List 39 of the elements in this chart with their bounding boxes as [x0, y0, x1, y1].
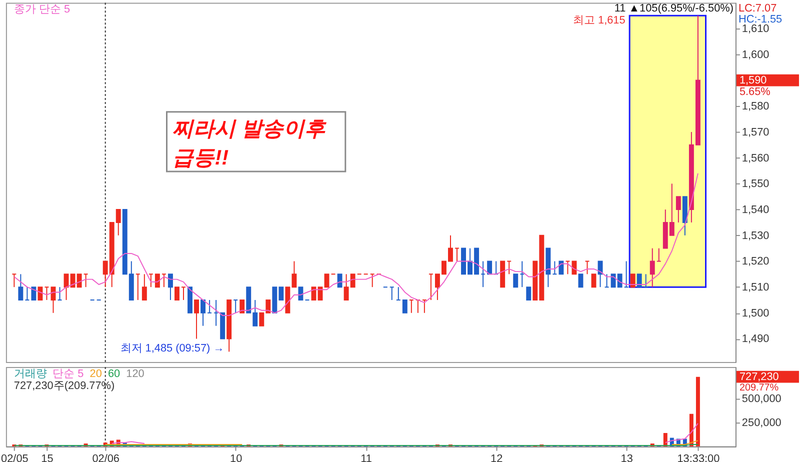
x-tick-label: 02/06	[92, 452, 120, 462]
text: 5.65%	[739, 86, 771, 98]
text: 종가 단순 5	[14, 4, 70, 16]
y-tick-label: 1,530	[742, 230, 770, 242]
x-tick-label: 02/05	[1, 452, 28, 462]
legend-title: 거래량	[14, 368, 47, 380]
y-tick-label: 500,000	[742, 393, 782, 406]
y-tick-label: 1,490	[742, 333, 770, 346]
y-tick-label: 1,510	[742, 282, 770, 294]
y-tick-label: 1,540	[742, 204, 770, 216]
text: LC:7.07	[738, 2, 777, 15]
annotation: 최고 1,615	[572, 14, 626, 27]
y-tick-label: 1,560	[742, 152, 770, 164]
x-tick-label: 11	[360, 452, 372, 462]
x-tick-label: 13:33:00	[677, 452, 720, 462]
text: 60	[108, 368, 120, 380]
annotation: 727,230주(209.77%)	[14, 380, 115, 392]
annotation: 최저 1,485 (09:57) →	[120, 342, 224, 355]
annotation: 11 ▲105(6.95%/-6.50%)	[614, 2, 734, 15]
text: HC:-1.55	[738, 14, 782, 26]
y-tick-label: 1,580	[742, 100, 770, 113]
text: 209.77%	[739, 382, 779, 394]
y-tick-label: 1,610	[742, 23, 770, 36]
x-tick-label: 10	[230, 452, 242, 462]
annotation: 찌라시 발송이후 급등!!	[172, 118, 326, 170]
y-tick-label: 1,500	[742, 307, 770, 320]
y-tick-label: 1,600	[742, 48, 770, 61]
text: 20	[90, 368, 102, 380]
x-tick-label: 15	[41, 452, 54, 462]
y-tick-label: 1,570	[742, 126, 770, 138]
y-tick-label: 1,550	[742, 178, 770, 190]
x-tick-label: 12	[490, 452, 503, 462]
y-tick-label: 250,000	[742, 416, 782, 429]
legend-label: 120	[126, 368, 144, 380]
text: 단순 5	[52, 368, 84, 380]
y-tick-label: 1,520	[742, 256, 770, 268]
x-tick-label: 13	[620, 452, 633, 462]
text: 727,230	[739, 370, 779, 383]
text: 1,590	[739, 74, 767, 86]
